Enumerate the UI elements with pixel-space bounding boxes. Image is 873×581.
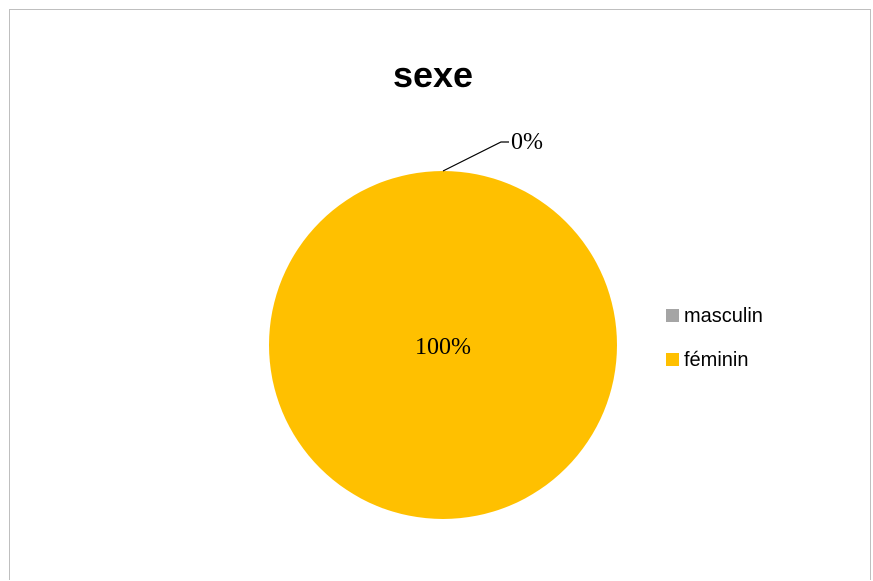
legend-swatch-feminin	[666, 353, 679, 366]
pie-slices	[269, 171, 617, 519]
legend-label-feminin: féminin	[684, 349, 748, 371]
pie-chart: sexe 0% 100% masculin féminin	[269, 54, 763, 519]
data-label-feminin: 100%	[415, 334, 471, 360]
legend-swatch-masculin	[666, 309, 679, 322]
data-labels: 0% 100%	[415, 129, 543, 360]
pie-slice-feminin	[269, 171, 617, 519]
data-label-masculin: 0%	[511, 129, 543, 155]
chart-area: sexe 0% 100% masculin féminin	[9, 9, 871, 580]
chart-title: sexe	[393, 54, 473, 95]
legend: masculin féminin	[666, 305, 763, 371]
legend-label-masculin: masculin	[684, 305, 763, 327]
leader-line-masculin	[442, 141, 509, 172]
